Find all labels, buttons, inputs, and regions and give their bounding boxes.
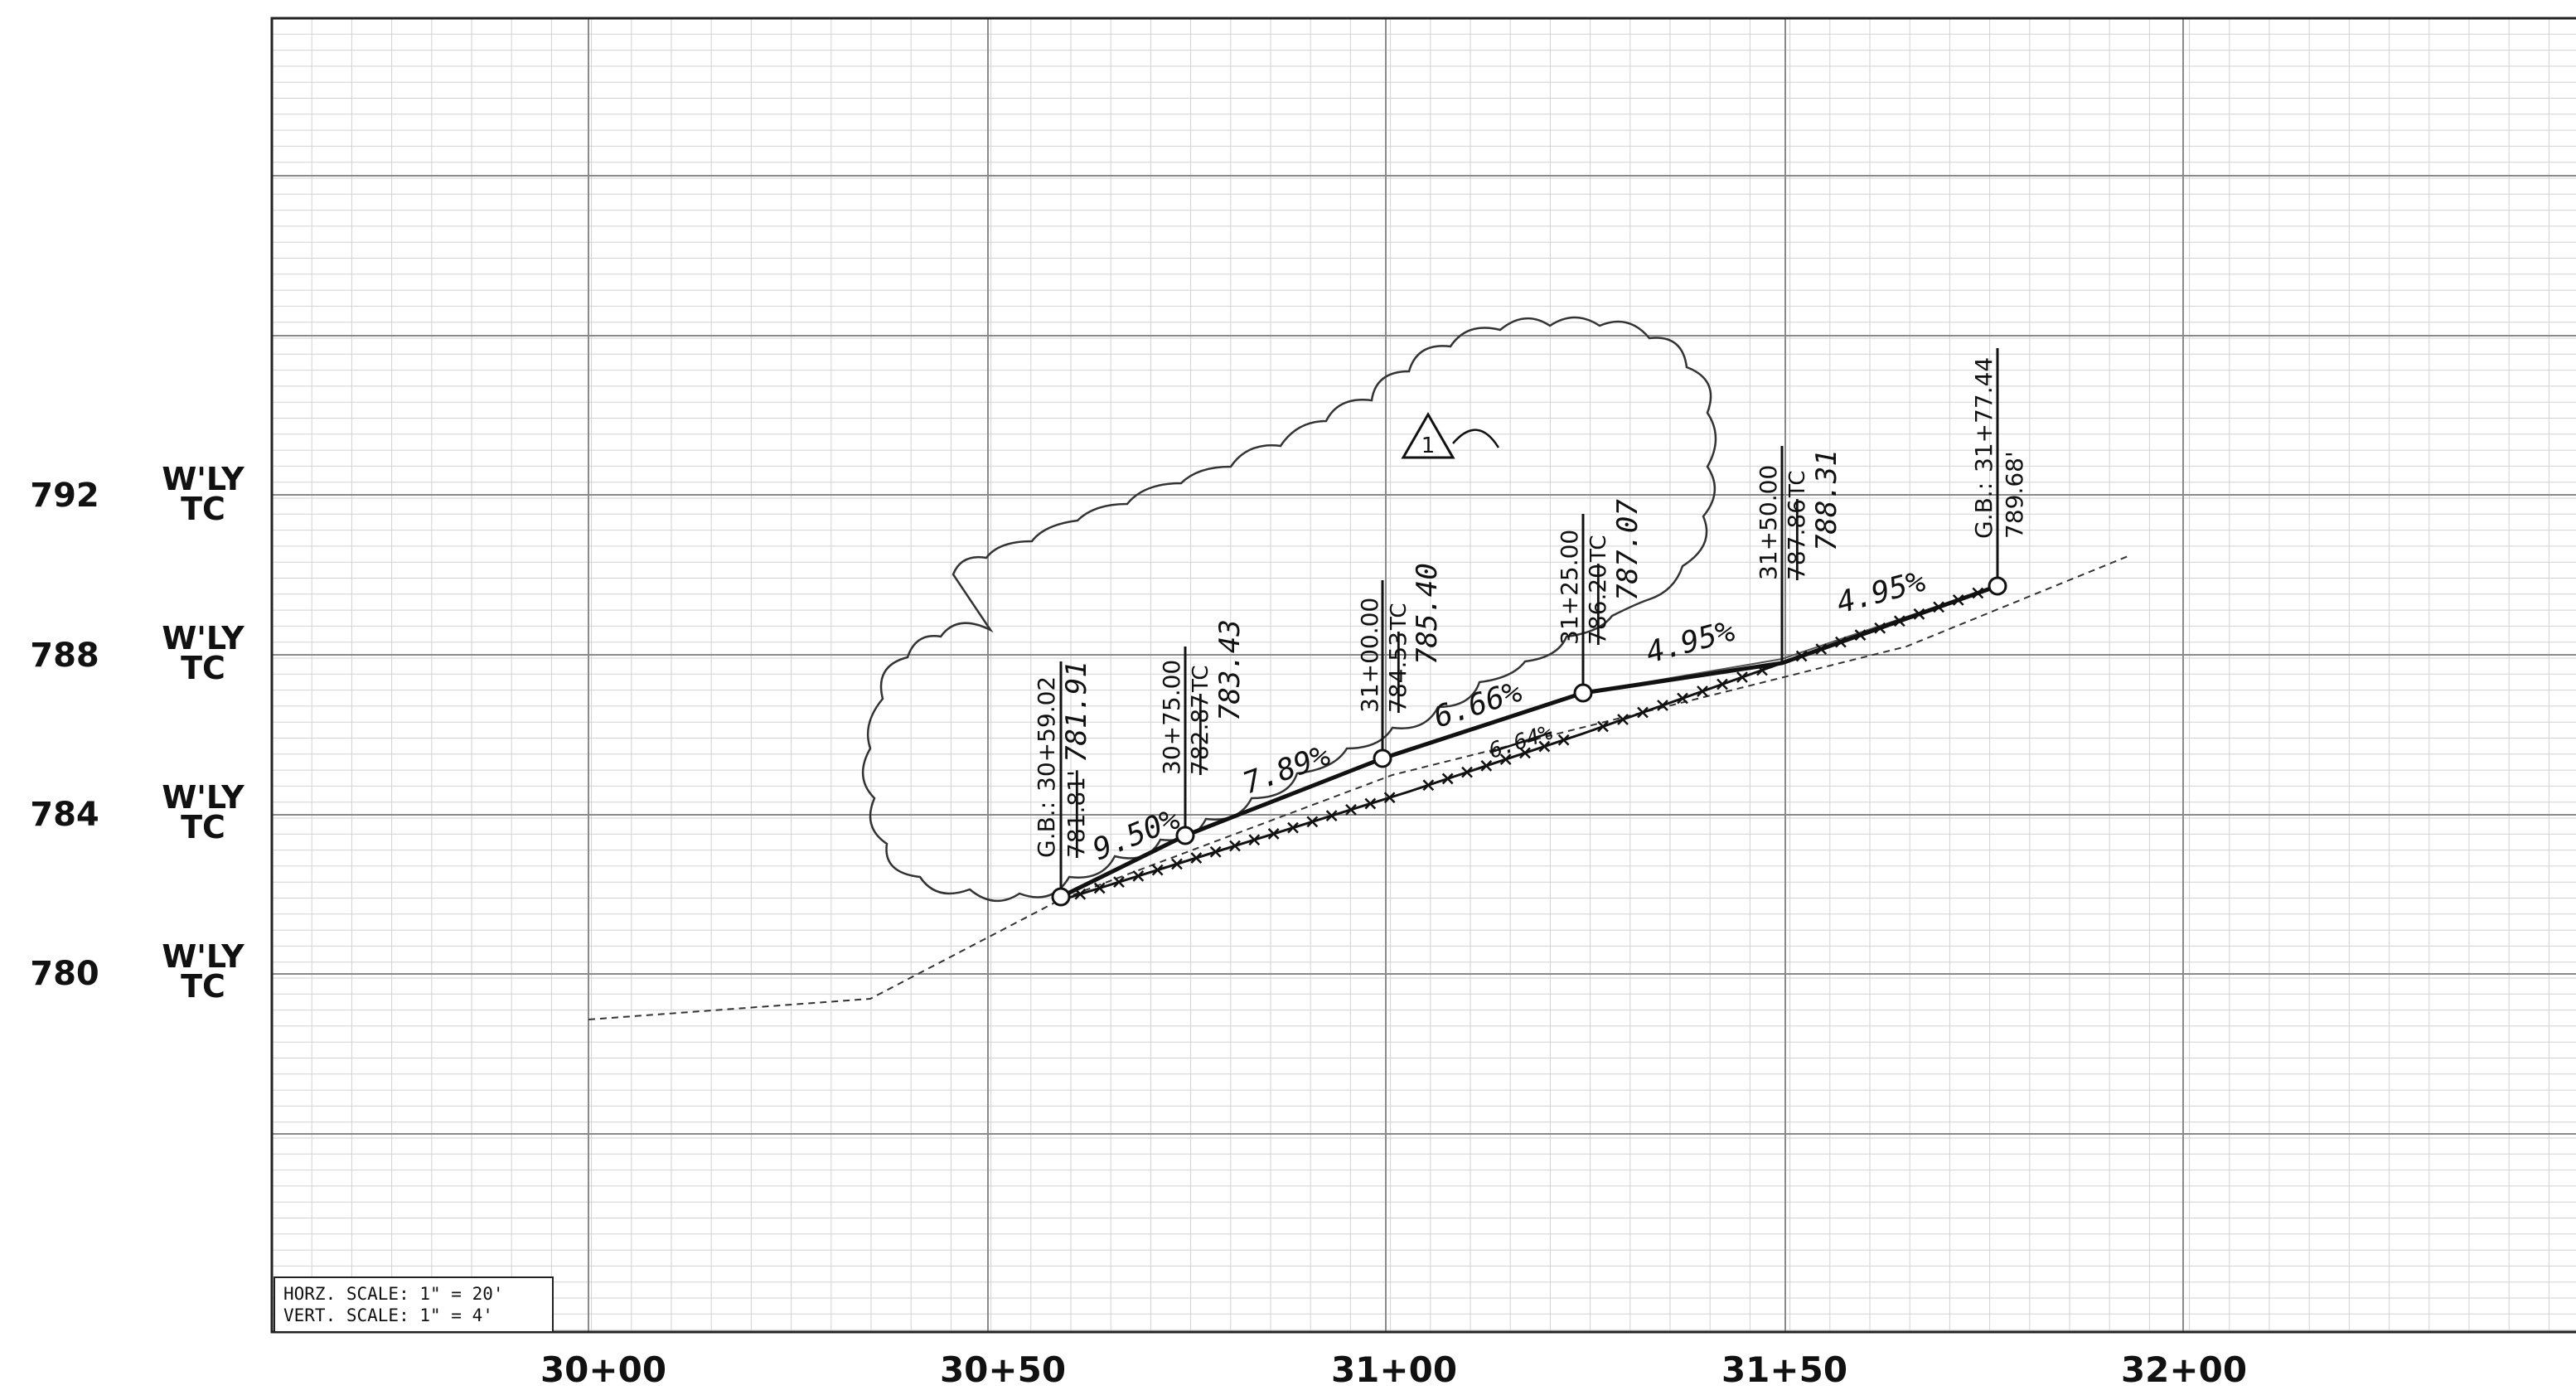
point-6-new-elev: 789.68' [2001, 451, 2028, 539]
sheet-border [270, 17, 2576, 1334]
point-2-old-elev: 782.87 [1186, 694, 1213, 775]
horizontal-scale: HORZ. SCALE: 1" = 20' [283, 1284, 504, 1304]
station-30-00: 30+00 [540, 1349, 667, 1390]
station-leaders [1059, 348, 1999, 897]
grade-label: 4.95% [1833, 564, 1930, 621]
grid-minor [271, 17, 2576, 1332]
point-3-suffix: TC [1387, 603, 1411, 631]
point-1-old-elev: 781.81' [1063, 770, 1090, 858]
station-30-50: 30+50 [939, 1349, 1067, 1390]
point-6-prefix: G.B.: [1970, 482, 1997, 539]
grade-label: 7.89% [1238, 739, 1334, 802]
point-3-old-elev: 784.53 [1384, 632, 1411, 713]
elevation-792-label: W'LY TC [137, 461, 269, 527]
elevation-label-line1: W'LY [162, 779, 245, 816]
point-4-suffix: TC [1586, 535, 1611, 563]
existing-ground-line [588, 555, 2131, 1020]
vertical-scale: VERT. SCALE: 1" = 4' [283, 1305, 493, 1325]
revision-cloud [861, 316, 1717, 903]
point-5-station: 31+50.00 [1755, 465, 1782, 580]
point-6-station: 31+77.44 [1970, 357, 1997, 472]
point-1-new-elev: 781.91 [1060, 661, 1093, 763]
point-4-old-elev: 786.20 [1584, 564, 1611, 645]
elevation-label-line2: TC [181, 968, 225, 1005]
elevation-784: 784 [30, 796, 99, 834]
elevation-label-line1: W'LY [162, 938, 245, 975]
point-3-station: 31+00.00 [1356, 598, 1383, 713]
elevation-780: 780 [30, 955, 99, 993]
point-4-new-elev: 787.07 [1611, 499, 1644, 601]
revision-number: 1 [1421, 434, 1436, 458]
profile-point-markers [1051, 576, 2007, 907]
elevation-label-line1: W'LY [162, 461, 245, 497]
elevation-788: 788 [30, 637, 99, 675]
elevation-label-line1: W'LY [162, 620, 245, 656]
elevation-788-label: W'LY TC [137, 620, 269, 686]
grid-major [272, 18, 2576, 1332]
point-4-station: 31+25.00 [1556, 530, 1583, 645]
point-2-station: 30+75.00 [1158, 660, 1185, 775]
point-1-station: 30+59.02 [1033, 676, 1060, 792]
station-32-00: 32+00 [2120, 1349, 2248, 1390]
elevation-label-line2: TC [181, 650, 225, 686]
scale-note: HORZ. SCALE: 1" = 20' VERT. SCALE: 1" = … [274, 1276, 554, 1333]
point-5-old-elev: 787.86 [1783, 499, 1810, 580]
point-2-new-elev: 783.43 [1213, 619, 1247, 721]
station-31-00: 31+00 [1330, 1349, 1458, 1390]
station-31-50: 31+50 [1721, 1349, 1848, 1390]
grade-label: 4.95% [1643, 614, 1739, 671]
point-2-suffix: TC [1189, 665, 1213, 693]
elevation-792: 792 [30, 477, 99, 515]
point-5-new-elev: 788.31 [1810, 449, 1843, 551]
x-marks [1074, 587, 1984, 900]
point-5-suffix: TC [1785, 470, 1810, 498]
elevation-784-label: W'LY TC [137, 779, 269, 845]
elevation-label-line2: TC [181, 809, 225, 845]
revision-triangle-icon [1401, 411, 1500, 459]
elevation-780-label: W'LY TC [137, 938, 269, 1005]
point-3-new-elev: 785.40 [1411, 563, 1444, 665]
elevation-label-line2: TC [181, 491, 225, 527]
point-1-prefix: G.B.: [1033, 802, 1060, 858]
